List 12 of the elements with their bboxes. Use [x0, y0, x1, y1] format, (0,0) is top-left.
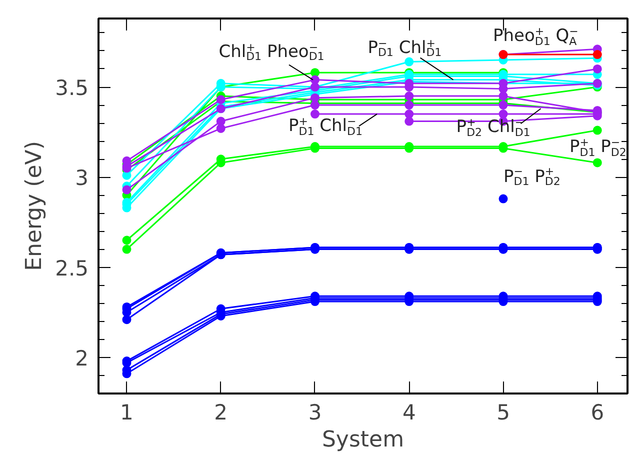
y-tick-label: 2 — [75, 346, 89, 370]
x-tick-label: 6 — [590, 400, 604, 424]
x-tick-label: 3 — [308, 400, 322, 424]
x-tick-label: 2 — [214, 400, 228, 424]
x-tick-label: 5 — [496, 400, 510, 424]
x-axis-title: System — [322, 428, 404, 452]
y-tick-label: 3.5 — [55, 76, 89, 100]
y-tick-label: 2.5 — [55, 256, 89, 280]
x-tick-label: 4 — [402, 400, 416, 424]
y-tick-label: 3 — [75, 166, 89, 190]
y-axis-title: Energy (eV) — [22, 141, 48, 271]
x-tick-label: 1 — [120, 400, 134, 424]
